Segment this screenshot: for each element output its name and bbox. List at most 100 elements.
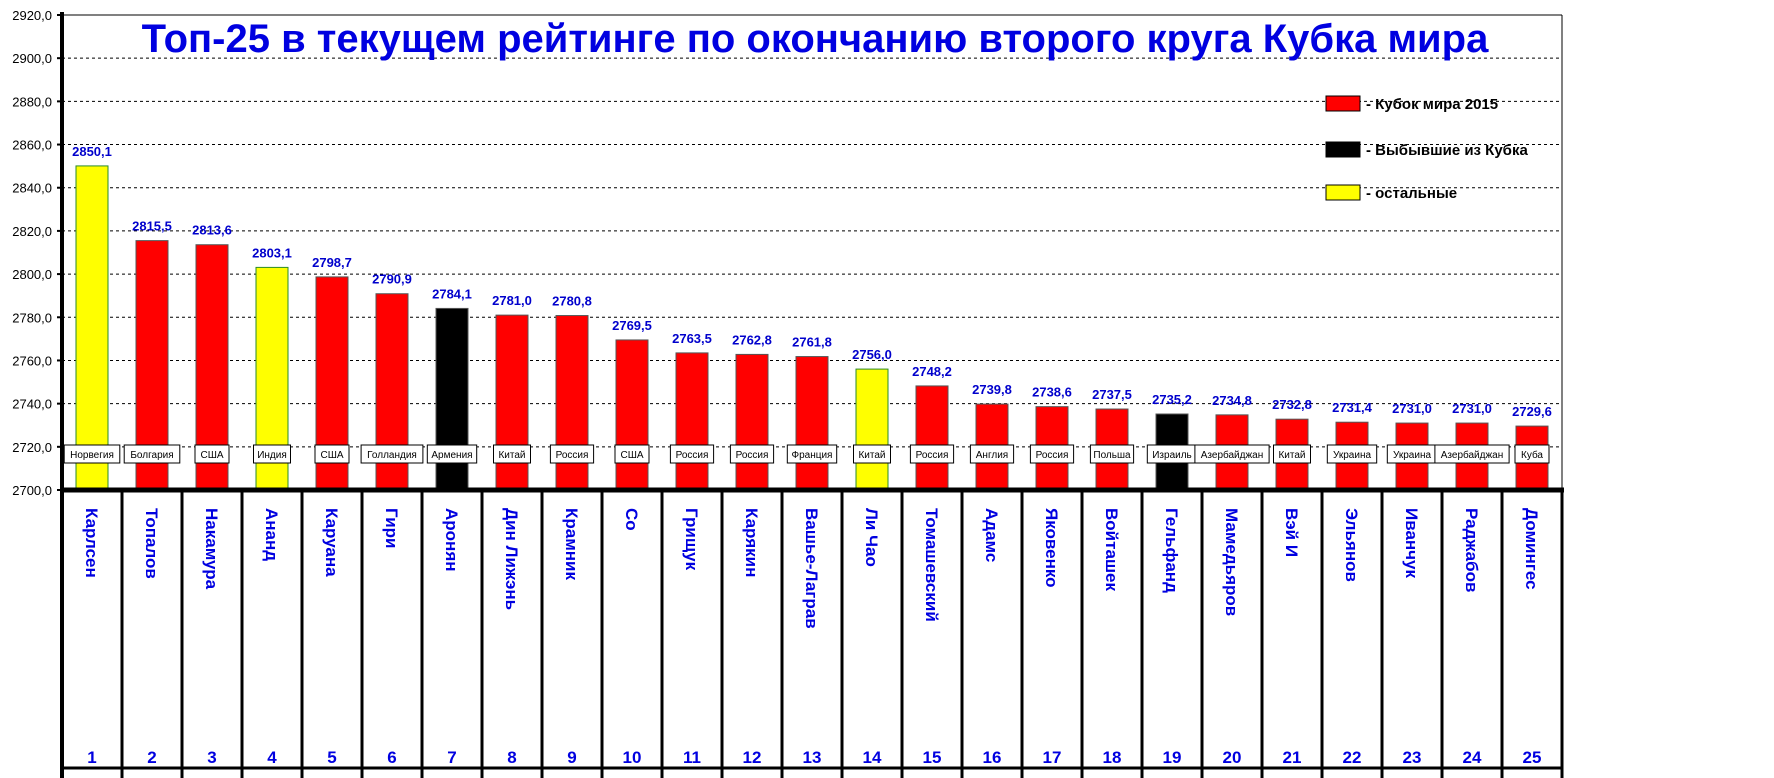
country-label: США [200, 450, 223, 461]
y-tick-label: 2780,0 [12, 310, 52, 325]
player-name: Раджабов [1462, 508, 1481, 592]
rank-label: 3 [207, 748, 216, 767]
player-name: Яковенко [1042, 508, 1061, 588]
country-box [614, 444, 650, 464]
player-name: Войташек [1102, 508, 1121, 592]
player-name: Каруана [322, 508, 341, 577]
rank-label: 8 [507, 748, 516, 767]
country-label: Россия [676, 450, 709, 461]
rank-label: 24 [1463, 748, 1482, 767]
country-label: Китай [498, 450, 525, 461]
rank-label: 14 [863, 748, 882, 767]
country-label: Куба [1521, 449, 1543, 461]
country-label: Франция [792, 450, 833, 461]
player-name: Накамура [202, 508, 221, 590]
value-label: 2813,6 [192, 223, 232, 238]
player-name: Домингес [1522, 508, 1541, 590]
rank-label: 25 [1523, 748, 1542, 767]
y-tick-label: 2800,0 [12, 267, 52, 282]
y-tick-label: 2860,0 [12, 138, 52, 153]
rank-label: 22 [1343, 748, 1362, 767]
rank-label: 6 [387, 748, 396, 767]
country-label: Индия [257, 450, 287, 461]
country-label: США [620, 450, 643, 461]
player-name: Грищук [682, 508, 701, 571]
value-label: 2798,7 [312, 255, 352, 270]
value-label: 2784,1 [432, 286, 472, 301]
country-box [360, 444, 424, 464]
value-label: 2763,5 [672, 331, 712, 346]
rank-label: 5 [327, 748, 336, 767]
player-name: Ананд [262, 508, 281, 561]
value-label: 2738,6 [1032, 385, 1072, 400]
bar-12 [735, 353, 769, 491]
rank-label: 19 [1163, 748, 1182, 767]
value-label: 2729,6 [1512, 404, 1552, 419]
value-label: 2769,5 [612, 318, 652, 333]
value-label: 2737,5 [1092, 387, 1132, 402]
player-name: Карлсен [82, 508, 101, 578]
player-name: Вашье-Лаграв [802, 508, 821, 629]
value-label: 2732,8 [1272, 397, 1312, 412]
y-tick-label: 2740,0 [12, 397, 52, 412]
legend-label-out: - Выбывшие из Кубка [1366, 142, 1528, 159]
rank-label: 11 [683, 748, 701, 767]
rank-label: 18 [1103, 748, 1122, 767]
country-box [1326, 444, 1378, 464]
player-name: Карякин [742, 508, 761, 577]
bar-8 [495, 314, 529, 491]
value-label: 2815,5 [132, 219, 172, 234]
country-box [729, 444, 775, 464]
bar-1 [75, 165, 109, 491]
value-label: 2761,8 [792, 335, 832, 350]
rank-label: 1 [87, 748, 96, 767]
rank-label: 12 [743, 748, 762, 767]
country-label: Армения [431, 450, 472, 461]
y-tick-label: 2820,0 [12, 224, 52, 239]
bar-13 [795, 356, 829, 491]
y-tick-label: 2920,0 [12, 8, 52, 23]
bar-9 [555, 315, 589, 491]
country-label: Россия [1036, 450, 1069, 461]
country-label: Норвегия [70, 450, 114, 461]
player-name: Аронян [442, 508, 461, 572]
country-label: Украина [1333, 450, 1372, 461]
country-box [1029, 444, 1075, 464]
player-name: Мамедьяров [1222, 508, 1241, 616]
player-name: Томашевский [922, 508, 941, 622]
legend-swatch-other [1325, 184, 1361, 201]
y-tick-label: 2760,0 [12, 353, 52, 368]
value-label: 2748,2 [912, 364, 952, 379]
rank-label: 17 [1043, 748, 1062, 767]
bar-10 [615, 339, 649, 491]
bar-11 [675, 352, 709, 491]
country-box [853, 444, 891, 464]
value-label: 2762,8 [732, 332, 772, 347]
country-label: Россия [736, 450, 769, 461]
value-label: 2780,8 [552, 294, 592, 309]
player-name: Крамник [562, 508, 581, 581]
rank-label: 7 [447, 748, 456, 767]
value-label: 2735,2 [1152, 392, 1192, 407]
country-box [1089, 444, 1135, 464]
rank-label: 9 [567, 748, 576, 767]
value-label: 2803,1 [252, 245, 292, 260]
player-name: Топалов [142, 508, 161, 579]
country-box [1514, 444, 1550, 464]
country-label: Англия [976, 450, 1008, 461]
country-box [123, 444, 181, 464]
rank-label: 13 [803, 748, 822, 767]
country-label: Азербайджан [1441, 449, 1504, 461]
country-label: Азербайджан [1201, 449, 1264, 461]
player-name: Адамс [982, 508, 1001, 562]
rank-label: 20 [1223, 748, 1242, 767]
country-box [909, 444, 955, 464]
country-box [786, 444, 838, 464]
rank-label: 10 [623, 748, 642, 767]
player-name: Вэй И [1282, 508, 1301, 557]
player-name: Со [622, 508, 641, 531]
y-tick-label: 2900,0 [12, 51, 52, 66]
rank-label: 16 [983, 748, 1002, 767]
country-box [969, 444, 1015, 464]
